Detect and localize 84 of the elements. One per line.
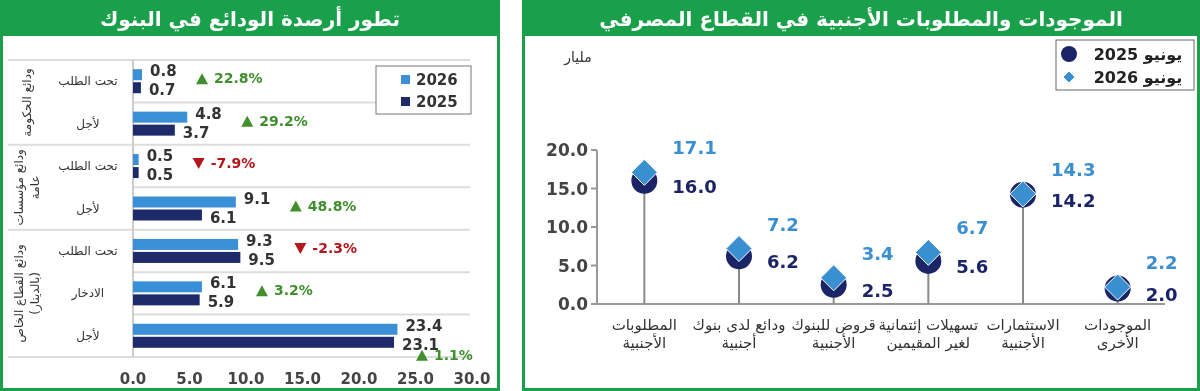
- text: ودائع القطاع الخاص (بالدينار): [11, 243, 43, 345]
- data-label: 5.9: [207, 293, 235, 312]
- y-axis-title: مليار: [563, 49, 592, 66]
- bar: [133, 82, 141, 94]
- bar: [133, 196, 236, 208]
- data-label: 14.2: [1051, 189, 1096, 211]
- data-label: 4.8: [195, 104, 222, 123]
- data-label: 2.0: [1145, 283, 1178, 305]
- data-label: 6.1: [209, 208, 237, 227]
- data-label: 6.2: [767, 251, 799, 273]
- annotation: 48.8%: [307, 197, 357, 214]
- data-label: 6.1: [209, 274, 237, 293]
- legend-label: يونيو 2026: [1093, 68, 1183, 87]
- bar: [133, 238, 239, 250]
- chart-title: الموجودات والمطلوبات الأجنبية في القطاع المصرفي: [599, 6, 1123, 32]
- legend-label: يونيو 2025: [1093, 45, 1183, 64]
- text: ودائع مؤسسات عامة: [11, 148, 43, 228]
- bar: [133, 209, 202, 221]
- x-tick-label: الاستثمارات الأجنبية: [986, 316, 1060, 352]
- legend-label: 2026: [416, 71, 458, 89]
- y-tick-label: 15.0: [546, 178, 589, 199]
- x-tick-label: 5.0: [176, 370, 203, 388]
- x-tick-label: 15.0: [283, 370, 322, 388]
- annotation: -7.9%: [210, 155, 256, 172]
- y-tick-label: لأجل: [76, 115, 100, 131]
- point: [725, 235, 753, 263]
- data-label: 0.5: [146, 147, 174, 166]
- text: ودائع الحكومة: [19, 67, 36, 139]
- x-tick-label: قروض للبنوك الأجنبية: [791, 316, 876, 352]
- y-tick-label: 20.0: [546, 140, 589, 160]
- legend-label: 2025: [416, 93, 458, 111]
- y-tick-label: لأجل: [76, 200, 100, 216]
- bar: [133, 124, 175, 136]
- bar: [133, 323, 398, 335]
- data-label: 7.2: [767, 213, 799, 235]
- bar: [133, 251, 241, 263]
- data-label: 16.0: [672, 175, 717, 197]
- data-label: 9.5: [248, 250, 275, 269]
- bar: [133, 336, 395, 348]
- data-label: 2.2: [1145, 252, 1178, 274]
- annotation: 29.2%: [259, 112, 308, 129]
- point: [914, 238, 942, 266]
- data-label: 23.4: [405, 316, 443, 335]
- x-tick-label: ودائع لدى بنوك أجنبية: [692, 316, 786, 352]
- bar: [133, 111, 188, 123]
- annotation: 3.2%: [273, 282, 313, 299]
- chart-title: تطور أرصدة الودائع في البنوك: [99, 5, 401, 32]
- point: [820, 264, 848, 292]
- data-label: 2.5: [861, 279, 894, 301]
- bar: [133, 154, 139, 166]
- annotation: 22.8%: [214, 70, 263, 87]
- data-label: 14.3: [1051, 158, 1096, 180]
- y-tick-label: لأجل: [76, 327, 100, 343]
- data-label: 3.4: [861, 242, 894, 264]
- bar: [133, 281, 202, 293]
- x-tick-label: 0.0: [119, 370, 147, 388]
- y-tick-label: 10.0: [546, 217, 589, 237]
- y-tick-label: 5.0: [557, 255, 589, 276]
- data-label: 0.7: [148, 81, 176, 100]
- y-tick-label: الادخار: [70, 286, 105, 302]
- data-label: 5.6: [956, 255, 989, 277]
- x-tick-label: الموجودات الأخرى: [1083, 316, 1153, 352]
- data-label: 9.1: [243, 189, 271, 208]
- x-tick-label: 10.0: [227, 370, 265, 388]
- bar: [133, 167, 139, 179]
- data-label: 3.7: [182, 123, 210, 142]
- data-label: 9.3: [246, 231, 273, 250]
- data-label: 0.5: [146, 166, 174, 185]
- x-tick-label: 25.0: [396, 370, 435, 388]
- point: [630, 158, 658, 186]
- y-tick-label: تحت الطلب: [58, 74, 118, 89]
- data-label: 0.8: [150, 62, 177, 81]
- y-tick-label: تحت الطلب: [58, 243, 118, 258]
- x-tick-label: المطلوبات الأجنبية: [611, 316, 677, 352]
- x-tick-label: تسهيلات إئتمانية لغير المقيمين: [878, 316, 979, 352]
- x-tick-label: 20.0: [340, 370, 378, 388]
- bar: [133, 69, 143, 81]
- y-tick-label: 0.0: [557, 294, 589, 314]
- annotation: -2.3%: [312, 239, 357, 256]
- y-tick-label: تحت الطلب: [58, 159, 118, 174]
- x-tick-label: 30.0: [453, 370, 491, 388]
- data-label: 17.1: [672, 137, 717, 159]
- bar: [133, 294, 200, 306]
- data-label: 6.7: [956, 217, 989, 239]
